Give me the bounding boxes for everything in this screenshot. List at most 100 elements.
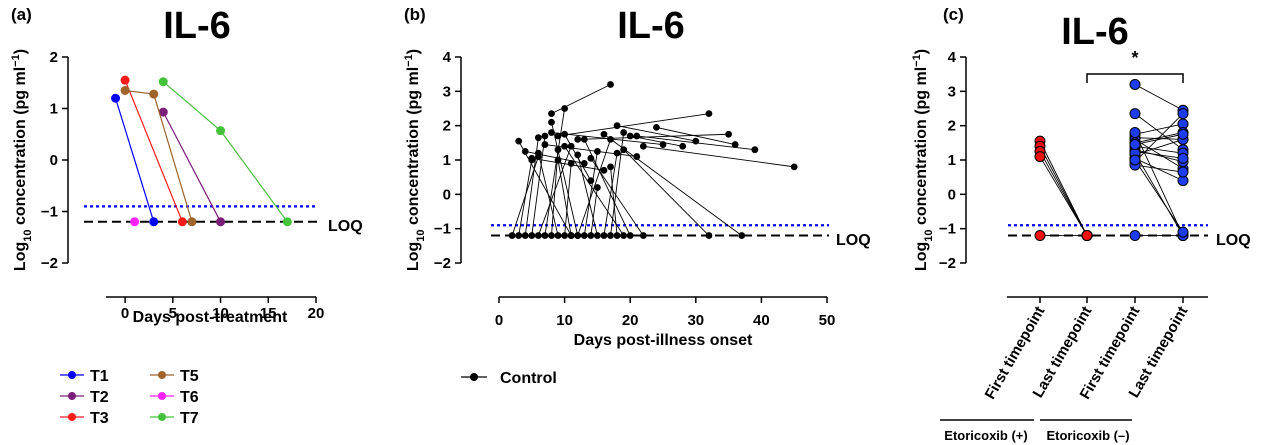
data-point-t7 bbox=[158, 77, 168, 87]
point-last-etoricoxib-neg bbox=[1177, 152, 1189, 164]
data-point-t6 bbox=[130, 217, 140, 227]
x-tick-label: 10 bbox=[212, 305, 229, 322]
control-line bbox=[590, 158, 644, 236]
control-point bbox=[548, 232, 555, 239]
control-point bbox=[561, 105, 568, 112]
point-first-etoricoxib-neg bbox=[1129, 154, 1141, 166]
legend-marker-t2 bbox=[68, 392, 76, 400]
paired-line-etoricoxib-neg bbox=[1134, 138, 1184, 156]
control-point bbox=[600, 166, 608, 174]
control-line bbox=[551, 84, 611, 115]
control-point bbox=[554, 146, 562, 154]
control-point bbox=[731, 141, 739, 148]
significance-bracket bbox=[1086, 73, 1184, 83]
point-last-etoricoxib-neg bbox=[1177, 108, 1189, 120]
control-line bbox=[623, 149, 710, 236]
control-point bbox=[521, 232, 529, 239]
legend-marker-control bbox=[470, 373, 478, 381]
x-tick-label: 10 bbox=[556, 312, 573, 329]
point-first-etoricoxib-neg bbox=[1129, 230, 1141, 242]
panel-c-y-ticks: −2 −1 0 1 2 3 4 bbox=[939, 49, 966, 272]
legend-label-t6: T6 bbox=[180, 389, 199, 406]
control-line bbox=[537, 146, 572, 236]
control-point bbox=[567, 232, 575, 239]
paired-line-etoricoxib-neg bbox=[1134, 145, 1184, 154]
panel-a-loq-label: LOQ bbox=[328, 218, 363, 235]
point-last-etoricoxib-pos bbox=[1081, 230, 1093, 242]
series-line-t7 bbox=[162, 81, 288, 223]
control-point bbox=[594, 232, 601, 239]
paired-line-etoricoxib-neg bbox=[1134, 113, 1184, 163]
panel-b-legend: Control bbox=[461, 370, 557, 387]
control-line bbox=[577, 154, 598, 236]
group-label-etoricoxib-pos: Etoricoxib (+) bbox=[944, 428, 1027, 443]
control-point bbox=[580, 232, 588, 239]
legend-item-t3: T3 bbox=[60, 410, 109, 427]
control-point bbox=[639, 142, 647, 150]
y-tick-label: 1 bbox=[948, 152, 956, 169]
control-point bbox=[554, 132, 562, 140]
legend-item-t6: T6 bbox=[150, 389, 199, 406]
y-tick-label: 1 bbox=[443, 152, 451, 169]
control-point bbox=[725, 130, 732, 138]
point-first-etoricoxib-neg bbox=[1129, 139, 1141, 151]
control-line bbox=[564, 163, 572, 236]
panel-c-x-ticks bbox=[1039, 297, 1184, 303]
x-tick-label: 30 bbox=[687, 312, 704, 329]
y-tick-label: 2 bbox=[443, 118, 451, 135]
control-point bbox=[541, 141, 549, 148]
series-line-t5 bbox=[125, 89, 193, 222]
paired-line-etoricoxib-neg bbox=[1134, 133, 1184, 145]
point-first-etoricoxib-pos bbox=[1034, 230, 1046, 242]
x-tick-label: 40 bbox=[753, 312, 770, 329]
control-point bbox=[580, 136, 588, 143]
paired-line-etoricoxib-neg bbox=[1134, 159, 1184, 233]
control-point bbox=[587, 232, 595, 239]
y-tick-label: −2 bbox=[939, 255, 956, 272]
control-point bbox=[626, 132, 634, 140]
control-point bbox=[633, 153, 641, 160]
control-point bbox=[613, 122, 621, 130]
control-line bbox=[616, 125, 696, 142]
control-line bbox=[564, 146, 625, 236]
panel-a: (a) IL-6 Log10 concentration (pg ml−1) −… bbox=[10, 5, 363, 427]
data-point-t7 bbox=[282, 217, 292, 227]
control-point bbox=[528, 232, 536, 239]
panel-b-letter: (b) bbox=[404, 5, 426, 24]
legend-item-t1: T1 bbox=[60, 368, 109, 385]
panel-b-ylabel: Log10 concentration (pg ml−1) bbox=[403, 49, 427, 271]
y-tick-label: −2 bbox=[434, 255, 451, 272]
control-point bbox=[594, 148, 601, 155]
paired-line-etoricoxib-neg bbox=[1134, 149, 1184, 163]
paired-line-etoricoxib-neg bbox=[1134, 113, 1184, 151]
control-line bbox=[577, 133, 729, 140]
data-point-t5 bbox=[120, 85, 130, 95]
panel-c-ylabel: Log10 concentration (pg ml−1) bbox=[911, 49, 935, 271]
control-point bbox=[554, 156, 562, 164]
point-first-etoricoxib-neg bbox=[1129, 108, 1141, 120]
control-point bbox=[587, 177, 595, 185]
x-tick-label: 20 bbox=[308, 305, 325, 322]
y-tick-label: 0 bbox=[948, 186, 956, 203]
control-point bbox=[534, 153, 542, 160]
point-first-etoricoxib-pos bbox=[1034, 151, 1046, 163]
legend-label-t1: T1 bbox=[90, 368, 109, 385]
control-point bbox=[692, 137, 700, 145]
control-point bbox=[508, 232, 516, 239]
control-point bbox=[561, 142, 568, 150]
x-tick-label: 0 bbox=[121, 305, 129, 322]
paired-line-etoricoxib-neg bbox=[1134, 152, 1184, 236]
panel-b-y-ticks: −2 −1 0 1 2 3 4 bbox=[434, 49, 461, 272]
control-line bbox=[583, 139, 631, 236]
paired-line-etoricoxib-neg bbox=[1134, 157, 1184, 182]
control-point bbox=[534, 134, 542, 142]
control-point bbox=[653, 123, 660, 131]
group-label-etoricoxib-neg: Etoricoxib (–) bbox=[1046, 428, 1129, 443]
panel-b: (b) IL-6 Log10 concentration (pg ml−1) −… bbox=[403, 5, 871, 387]
y-tick-label: 2 bbox=[50, 49, 58, 66]
control-point bbox=[541, 232, 549, 239]
control-point bbox=[751, 146, 759, 154]
control-line bbox=[544, 144, 637, 158]
